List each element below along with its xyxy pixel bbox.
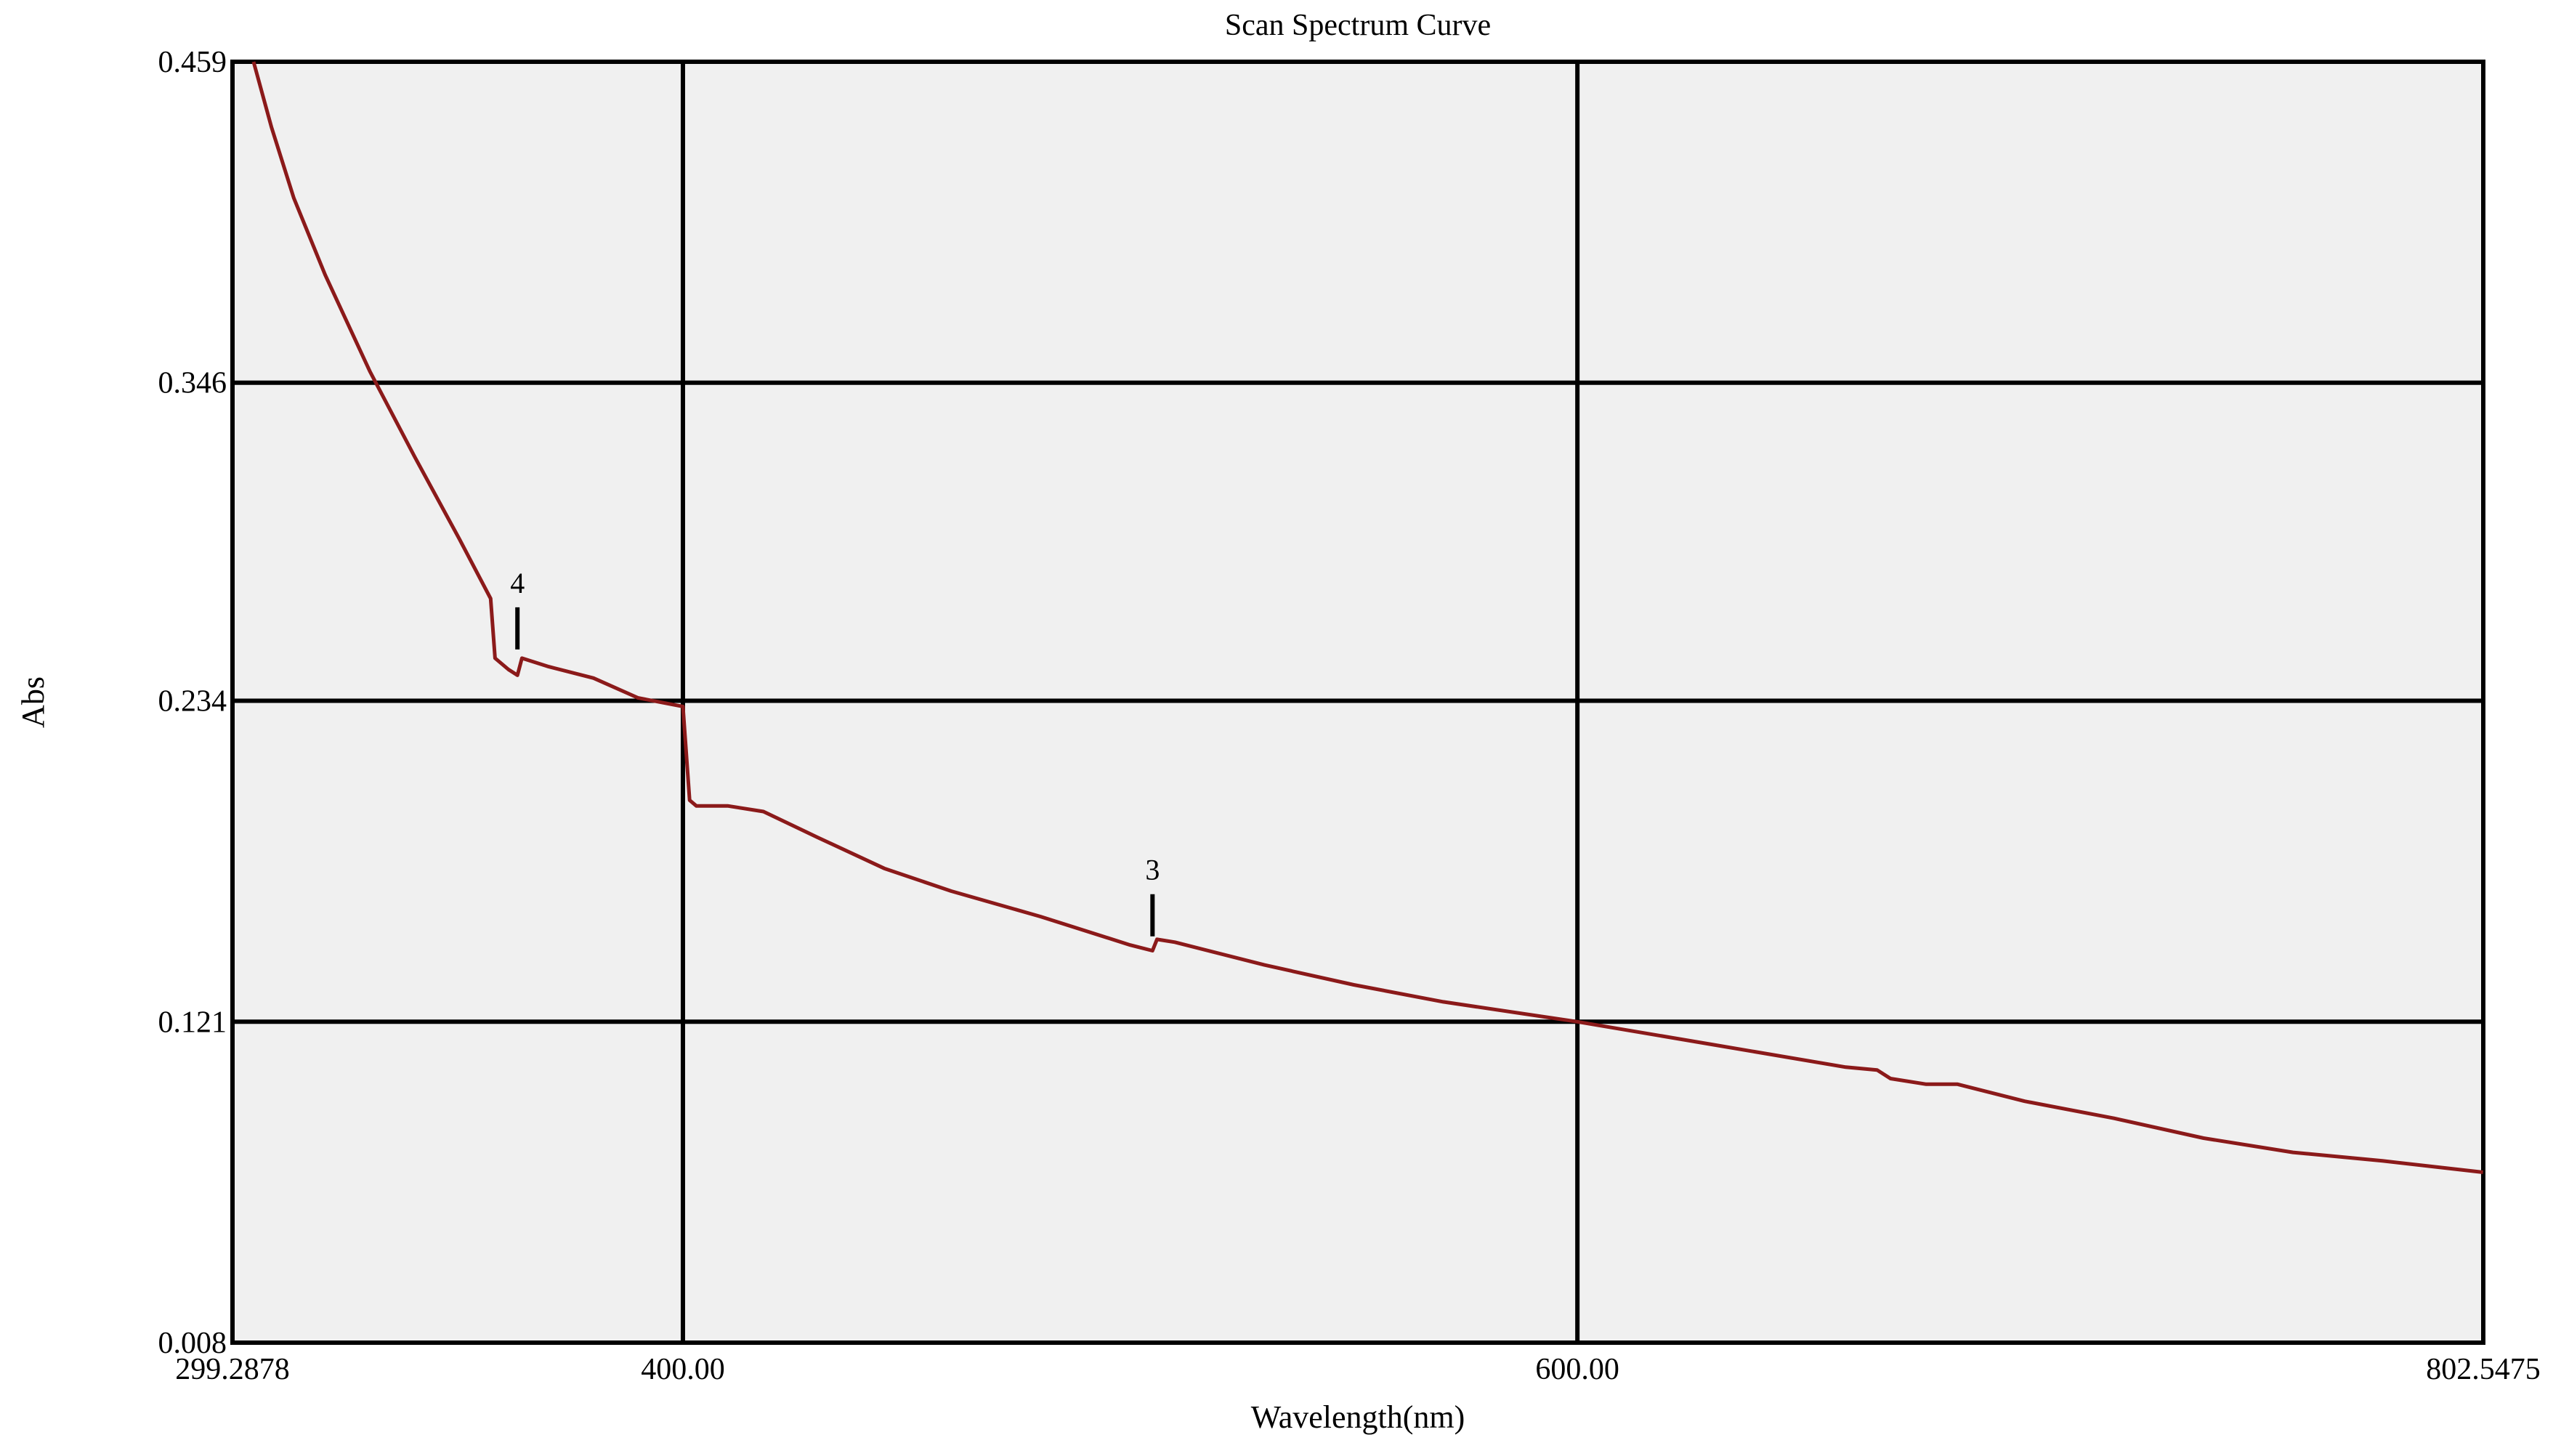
y-tick-label: 0.459 (158, 46, 227, 79)
x-axis-label: Wavelength(nm) (1251, 1399, 1465, 1435)
annotations: 43 (510, 567, 1160, 937)
y-tick-label: 0.121 (158, 1006, 227, 1039)
y-tick-label: 0.008 (158, 1327, 227, 1360)
grid (232, 62, 2483, 1343)
y-tick-label: 0.234 (158, 685, 227, 719)
y-tick-label: 0.346 (158, 367, 227, 400)
y-axis-label: Abs (15, 676, 51, 728)
annotation-label: 4 (510, 567, 525, 599)
x-tick-label: 802.5475 (2426, 1353, 2541, 1386)
x-tick-label: 600.00 (1535, 1353, 1619, 1386)
x-tick-label: 299.2878 (175, 1353, 290, 1386)
series-line (251, 61, 2483, 1174)
tick-labels: 299.2878 400.00 600.00 802.5475 0.459 0.346 0.… (158, 46, 2541, 1386)
chart-title: Scan Spectrum Curve (1225, 9, 1491, 42)
annotation-label: 3 (1145, 854, 1160, 886)
plot-border (230, 60, 2485, 1345)
x-tick-label: 400.00 (641, 1353, 725, 1386)
